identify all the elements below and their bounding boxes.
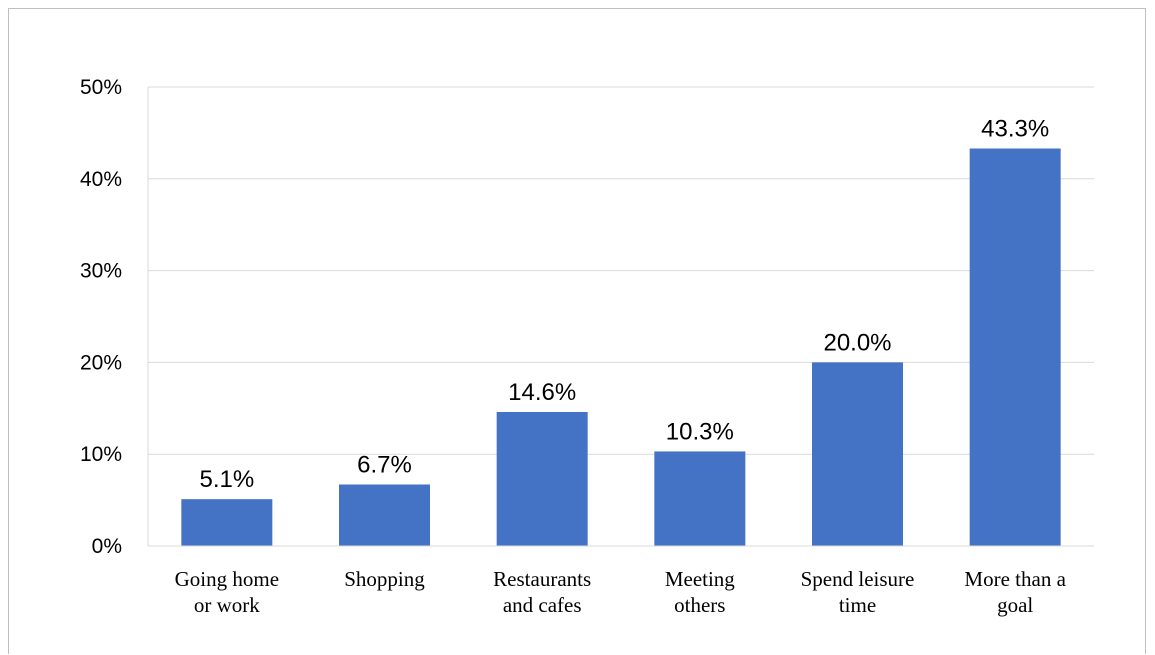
labels: 0% 10% 20% 30% 40% 50% 5.1% Going home or work 6.… [80,76,1067,617]
data-label: 5.1% [199,466,254,493]
bar [339,484,430,546]
y-tick-label: 0% [92,535,122,558]
bar [969,148,1061,547]
x-tick-label: Shopping [344,567,425,591]
x-tick-label: Going home or work [175,567,279,617]
data-label: 14.6% [508,379,576,406]
data-label: 43.3% [981,116,1049,143]
y-tick-label: 50% [80,76,122,99]
y-tick-label: 10% [80,443,122,466]
data-label: 6.7% [357,451,412,478]
x-tick-label: Meeting others [665,567,735,617]
gridlines [148,86,1094,455]
bars [181,148,1061,547]
x-tick-label: Spend leisure time [801,567,915,617]
y-tick-label: 40% [80,168,122,191]
data-label: 20.0% [823,329,891,356]
bar [181,499,273,546]
bar [812,362,903,546]
axes [147,87,1094,547]
bar [654,451,746,546]
bar [496,411,588,546]
y-tick-label: 20% [80,351,122,374]
x-tick-label: Restaurants and cafes [493,567,591,617]
data-label: 10.3% [666,418,734,445]
y-tick-label: 30% [80,260,122,283]
x-tick-label: More than a goal [964,567,1066,617]
